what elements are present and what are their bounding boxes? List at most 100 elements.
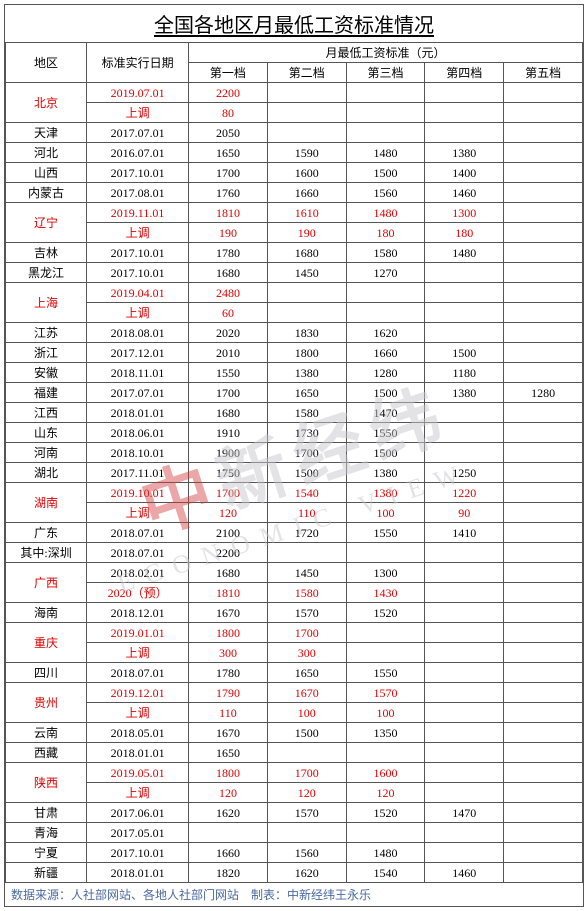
cell-tier-2: 110 (267, 503, 346, 523)
header-tier-4: 第四档 (425, 63, 504, 83)
cell-date: 2019.05.01 (87, 763, 189, 783)
cell-tier-1: 110 (189, 703, 268, 723)
table-row: 上调190190180180 (6, 223, 583, 243)
table-row: 浙江2017.12.012010180016601500 (6, 343, 583, 363)
table-row: 黑龙江2017.10.01168014501270 (6, 263, 583, 283)
cell-date: 2017.10.01 (87, 843, 189, 863)
cell-date: 上调 (87, 303, 189, 323)
table-row: 江西2018.01.01168015801470 (6, 403, 583, 423)
cell-tier-3: 1570 (346, 683, 425, 703)
cell-tier-5 (504, 263, 583, 283)
table-row: 河北2016.07.011650159014801380 (6, 143, 583, 163)
cell-tier-2: 1700 (267, 443, 346, 463)
cell-tier-1: 1800 (189, 763, 268, 783)
cell-region: 四川 (6, 663, 87, 683)
cell-tier-3 (346, 623, 425, 643)
table-row: 山西2017.10.011700160015001400 (6, 163, 583, 183)
cell-tier-4 (425, 323, 504, 343)
table-row: 重庆2019.01.0118001700 (6, 623, 583, 643)
cell-tier-3: 1580 (346, 243, 425, 263)
cell-tier-3 (346, 83, 425, 103)
cell-tier-2: 1500 (267, 723, 346, 743)
header-tier-5: 第五档 (504, 63, 583, 83)
table-row: 海南2018.12.01167015701520 (6, 603, 583, 623)
table-row: 陕西2019.05.01180017001600 (6, 763, 583, 783)
cell-region: 江西 (6, 403, 87, 423)
cell-tier-1: 60 (189, 303, 268, 323)
header-tier-2: 第二档 (267, 63, 346, 83)
cell-tier-1: 190 (189, 223, 268, 243)
cell-tier-3: 1480 (346, 143, 425, 163)
cell-tier-4: 1300 (425, 203, 504, 223)
cell-tier-4: 180 (425, 223, 504, 243)
cell-tier-2: 190 (267, 223, 346, 243)
cell-tier-5 (504, 723, 583, 743)
table-row: 四川2018.07.01178016501550 (6, 663, 583, 683)
cell-tier-3: 1600 (346, 763, 425, 783)
cell-tier-5 (504, 543, 583, 563)
header-date: 标准实行日期 (87, 43, 189, 83)
cell-tier-3: 1520 (346, 603, 425, 623)
cell-tier-5 (504, 303, 583, 323)
cell-tier-5 (504, 643, 583, 663)
cell-tier-2: 1720 (267, 523, 346, 543)
cell-tier-4 (425, 583, 504, 603)
cell-tier-1: 1700 (189, 163, 268, 183)
cell-tier-5 (504, 363, 583, 383)
cell-region: 内蒙古 (6, 183, 87, 203)
cell-tier-5 (504, 563, 583, 583)
cell-date: 上调 (87, 703, 189, 723)
cell-tier-4 (425, 763, 504, 783)
cell-tier-1: 1900 (189, 443, 268, 463)
cell-tier-4 (425, 783, 504, 803)
cell-tier-4 (425, 623, 504, 643)
cell-tier-2: 1540 (267, 483, 346, 503)
cell-date: 2019.11.01 (87, 203, 189, 223)
header-tier-3: 第三档 (346, 63, 425, 83)
table-row: 西藏2018.01.011650 (6, 743, 583, 763)
cell-date: 2017.06.01 (87, 803, 189, 823)
cell-tier-4: 1400 (425, 163, 504, 183)
table-row: 2020（预）181015801430 (6, 583, 583, 603)
cell-tier-3: 1500 (346, 443, 425, 463)
cell-region: 山西 (6, 163, 87, 183)
cell-region: 陕西 (6, 763, 87, 803)
cell-tier-3: 1280 (346, 363, 425, 383)
cell-region: 贵州 (6, 683, 87, 723)
cell-tier-3: 1620 (346, 323, 425, 343)
cell-tier-4: 1410 (425, 523, 504, 543)
table-row: 广东2018.07.012100172015501410 (6, 523, 583, 543)
cell-date: 2019.01.01 (87, 623, 189, 643)
header-group: 月最低工资标准（元） (189, 43, 583, 63)
cell-tier-5 (504, 323, 583, 343)
cell-tier-1: 2200 (189, 543, 268, 563)
cell-tier-4 (425, 843, 504, 863)
cell-region: 新疆 (6, 863, 87, 883)
cell-tier-3 (346, 743, 425, 763)
cell-region: 湖北 (6, 463, 87, 483)
cell-tier-2 (267, 823, 346, 843)
cell-date: 2017.08.01 (87, 183, 189, 203)
cell-region: 甘肃 (6, 803, 87, 823)
cell-tier-3 (346, 303, 425, 323)
cell-date: 2018.07.01 (87, 543, 189, 563)
cell-region: 广东 (6, 523, 87, 543)
cell-date: 2019.12.01 (87, 683, 189, 703)
cell-tier-5: 1280 (504, 383, 583, 403)
cell-date: 2017.05.01 (87, 823, 189, 843)
cell-tier-4 (425, 303, 504, 323)
cell-tier-4 (425, 263, 504, 283)
cell-tier-3: 1500 (346, 383, 425, 403)
cell-tier-4: 1250 (425, 463, 504, 483)
cell-region: 青海 (6, 823, 87, 843)
cell-tier-1: 1550 (189, 363, 268, 383)
cell-tier-3: 1500 (346, 163, 425, 183)
cell-tier-2: 100 (267, 703, 346, 723)
cell-tier-5 (504, 283, 583, 303)
cell-date: 2017.11.01 (87, 463, 189, 483)
cell-tier-5 (504, 343, 583, 363)
cell-tier-4 (425, 443, 504, 463)
cell-tier-4 (425, 103, 504, 123)
cell-tier-4 (425, 423, 504, 443)
cell-tier-3: 1550 (346, 523, 425, 543)
